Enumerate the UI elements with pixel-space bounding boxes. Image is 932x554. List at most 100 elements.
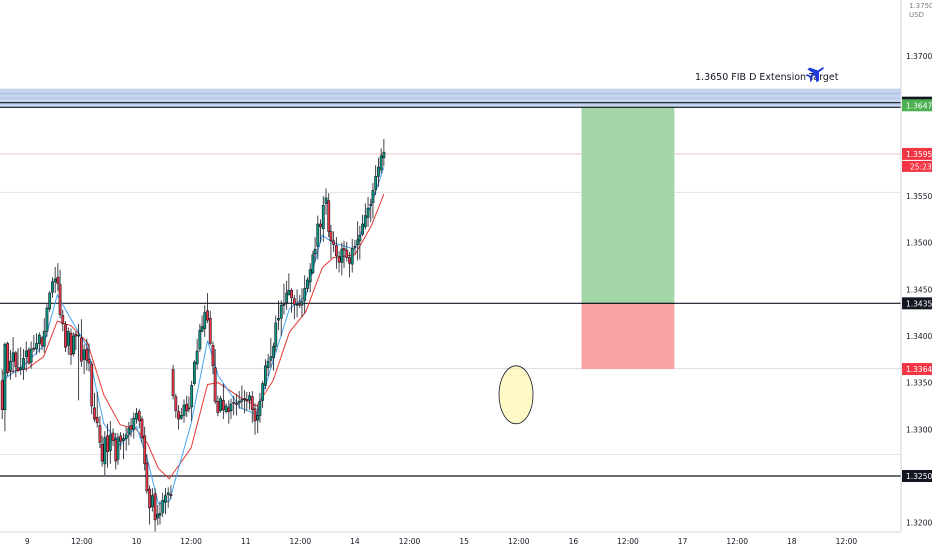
candle-body — [140, 418, 144, 439]
candle — [51, 277, 54, 298]
candle-body — [198, 330, 202, 350]
candle-body — [69, 332, 73, 355]
candle-body — [64, 324, 67, 348]
time-tick-label: 12:00 — [836, 537, 858, 546]
entry-highlight-ellipse[interactable] — [498, 365, 534, 425]
long-position-tool[interactable] — [581, 105, 675, 370]
candle — [213, 349, 217, 405]
candle-body — [177, 411, 180, 420]
candle — [208, 310, 212, 346]
candle — [269, 337, 273, 368]
candle — [224, 403, 228, 414]
price-badge[interactable] — [902, 363, 932, 376]
candle-body — [27, 349, 31, 364]
candle-body — [182, 404, 186, 416]
candle — [0, 369, 4, 420]
annotation[interactable]: 1.3650 FIB D Extension Target — [695, 61, 839, 86]
time-tick-label: 12:00 — [726, 537, 748, 546]
price-badge[interactable] — [902, 470, 932, 482]
candle-body — [164, 495, 167, 503]
candle-body — [114, 439, 118, 462]
price-axis[interactable]: USD 1.375001.370001.365001.355001.350001… — [900, 0, 932, 532]
candle-body — [266, 360, 270, 369]
profit-zone[interactable] — [581, 105, 675, 304]
candle — [100, 435, 104, 467]
candle-body — [169, 494, 173, 496]
candle — [219, 395, 223, 413]
candle-body — [48, 292, 52, 310]
candle-body — [40, 337, 44, 346]
candle-body — [374, 176, 378, 190]
candle — [206, 293, 209, 323]
candle — [306, 277, 309, 293]
candle — [358, 225, 362, 260]
candle — [248, 392, 251, 410]
candle-body — [119, 435, 123, 442]
candle-body — [285, 292, 289, 303]
candle-body — [219, 398, 223, 411]
candle-body — [243, 398, 247, 400]
candle-body — [206, 310, 209, 321]
candle — [95, 392, 99, 428]
candle-body — [116, 437, 120, 460]
candle-body — [90, 363, 94, 407]
candle — [132, 412, 136, 439]
price-tick-label: 1.32000 — [906, 519, 932, 528]
candle — [135, 407, 138, 424]
stop-zone[interactable] — [581, 303, 675, 370]
candle-body — [308, 269, 312, 283]
candle-body — [82, 349, 86, 360]
highlight-circle[interactable] — [498, 365, 534, 425]
candle — [161, 492, 165, 518]
candle — [308, 263, 312, 293]
candle-body — [253, 408, 257, 422]
candle — [256, 405, 260, 434]
price-badge[interactable] — [902, 297, 932, 310]
candle — [353, 239, 357, 254]
candle-body — [192, 361, 196, 384]
candle-body — [137, 411, 141, 422]
candle — [24, 341, 28, 372]
price-badge[interactable] — [902, 147, 932, 160]
candle-body — [377, 166, 380, 177]
candle-body — [108, 434, 112, 452]
candle — [348, 252, 351, 278]
candle — [311, 251, 315, 275]
candle-body — [279, 304, 283, 319]
time-tick-label: 10 — [132, 537, 142, 546]
candle-body — [240, 399, 244, 402]
candle-body — [256, 415, 260, 421]
candle-body — [224, 405, 228, 412]
candle — [377, 157, 380, 187]
candle-body — [269, 356, 273, 361]
time-axis[interactable]: 9 12:00 10 12:00 11 12:00 14 12:00 15 12:00 16 12:0… — [0, 531, 901, 546]
candle-body — [227, 407, 231, 412]
candle — [263, 359, 267, 390]
candle — [19, 347, 23, 376]
price-badge[interactable] — [902, 99, 932, 112]
candle — [16, 348, 20, 373]
candle-body — [111, 432, 115, 441]
candle — [329, 224, 333, 259]
candle-body — [213, 367, 217, 402]
candle-body — [51, 281, 54, 293]
candle — [221, 383, 225, 420]
countdown-label: 25:23 — [910, 162, 932, 171]
candle — [93, 392, 96, 422]
candle — [64, 321, 67, 352]
candle — [56, 263, 60, 292]
candle-body — [150, 495, 154, 508]
candles — [0, 139, 386, 532]
candle — [216, 395, 220, 417]
candle-body — [258, 401, 262, 416]
candle — [374, 165, 378, 196]
candle — [166, 487, 170, 508]
candle — [316, 215, 320, 260]
candle-body — [0, 380, 4, 411]
candle — [240, 385, 244, 409]
price-badge-label: 1.35951 — [906, 150, 932, 159]
candle-body — [316, 223, 320, 247]
target-zone[interactable] — [0, 88, 901, 477]
